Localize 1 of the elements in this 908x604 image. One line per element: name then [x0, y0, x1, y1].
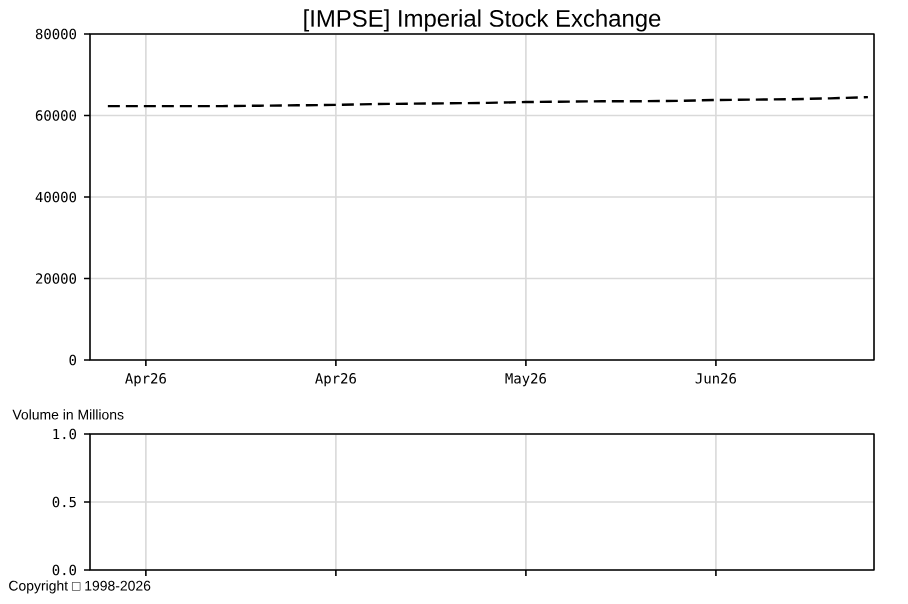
chart-title: [IMPSE] Imperial Stock Exchange	[304, 9, 661, 32]
